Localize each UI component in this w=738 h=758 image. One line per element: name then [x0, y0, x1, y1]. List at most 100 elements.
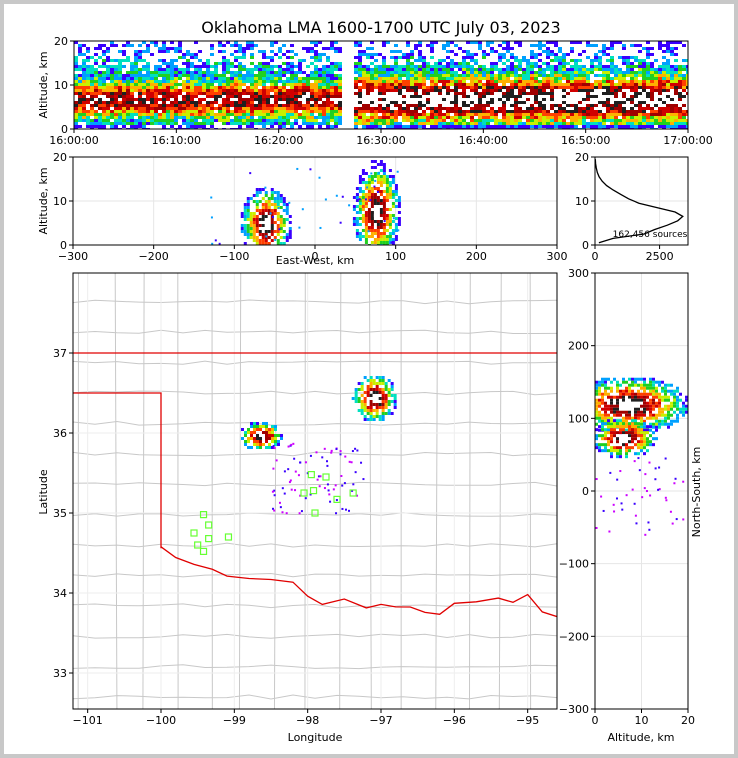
density-cell [322, 113, 326, 116]
density-cell [628, 395, 631, 399]
density-cell [418, 41, 422, 44]
density-cell [450, 125, 454, 128]
density-cell [243, 224, 247, 227]
density-cell [130, 122, 134, 125]
density-cell [474, 107, 478, 110]
density-cell [330, 65, 334, 68]
density-cell [290, 80, 294, 83]
density-cell [679, 407, 682, 411]
density-cell [370, 68, 374, 71]
density-cell [258, 224, 262, 227]
density-cell [402, 95, 406, 98]
density-cell [402, 83, 406, 86]
density-cell [94, 53, 98, 56]
density-cell [74, 83, 78, 86]
density-cell [438, 80, 442, 83]
density-cell [586, 107, 590, 110]
density-cell [366, 53, 370, 56]
density-cell [362, 125, 366, 128]
density-cell [278, 77, 282, 80]
density-cell [626, 59, 630, 62]
map-plot-area [73, 273, 557, 709]
density-cell [678, 113, 682, 116]
density-cell [170, 101, 174, 104]
density-cell [250, 56, 254, 59]
density-cell [442, 98, 446, 101]
density-cell [94, 95, 98, 98]
density-cell [446, 122, 450, 125]
density-cell [290, 50, 294, 53]
density-cell [326, 80, 330, 83]
density-cell [526, 92, 530, 95]
density-cell [578, 107, 582, 110]
density-cell [338, 110, 342, 113]
density-cell [256, 422, 259, 425]
density-cell [538, 116, 542, 119]
density-cell [634, 77, 638, 80]
density-cell [634, 377, 637, 381]
density-cell [230, 113, 234, 116]
density-cell [162, 116, 166, 119]
density-cell [298, 86, 302, 89]
sparse-source [296, 167, 299, 170]
density-cell [202, 122, 206, 125]
density-cell [598, 125, 602, 128]
density-cell [242, 56, 246, 59]
station-marker [199, 511, 208, 519]
density-cell [438, 125, 442, 128]
density-cell [258, 50, 262, 53]
density-cell [288, 233, 292, 236]
density-cell [510, 122, 514, 125]
density-cell [458, 92, 462, 95]
density-cell [194, 71, 198, 74]
density-cell [162, 119, 166, 122]
density-cell [298, 113, 302, 116]
density-cell [390, 71, 394, 74]
density-cell [158, 59, 162, 62]
sparse-source [323, 447, 326, 450]
density-cell [598, 404, 601, 408]
density-cell [190, 113, 194, 116]
density-cell [318, 125, 322, 128]
density-cell [678, 125, 682, 128]
density-cell [494, 89, 498, 92]
density-cell [542, 89, 546, 92]
density-cell [210, 44, 214, 47]
density-cell [138, 86, 142, 89]
density-cell [646, 71, 650, 74]
density-cell [526, 59, 530, 62]
density-cell [558, 56, 562, 59]
density-cell [254, 77, 258, 80]
density-cell [78, 50, 82, 53]
density-cell [310, 56, 314, 59]
density-cell [614, 107, 618, 110]
density-cell [619, 419, 622, 423]
density-cell [674, 110, 678, 113]
density-cell [276, 191, 280, 194]
density-cell [270, 110, 274, 113]
density-cell [358, 107, 362, 110]
density-cell [378, 415, 382, 418]
density-cell [370, 74, 374, 77]
density-cell [334, 89, 338, 92]
density-cell [655, 401, 658, 405]
density-cell [454, 107, 458, 110]
density-cell [494, 86, 498, 89]
density-cell [450, 101, 454, 104]
density-cell [662, 107, 666, 110]
density-cell [642, 62, 646, 65]
density-cell [268, 434, 271, 437]
density-cell [598, 401, 601, 405]
density-cell [246, 71, 250, 74]
density-cell [595, 410, 598, 414]
density-cell [388, 235, 392, 238]
density-cell [518, 122, 522, 125]
sparse-source [396, 170, 399, 173]
density-cell [526, 116, 530, 119]
density-cell [94, 47, 98, 50]
density-cell [162, 92, 166, 95]
density-cell [526, 122, 530, 125]
density-cell [78, 116, 82, 119]
density-cell [376, 205, 380, 208]
county-line [339, 273, 342, 709]
